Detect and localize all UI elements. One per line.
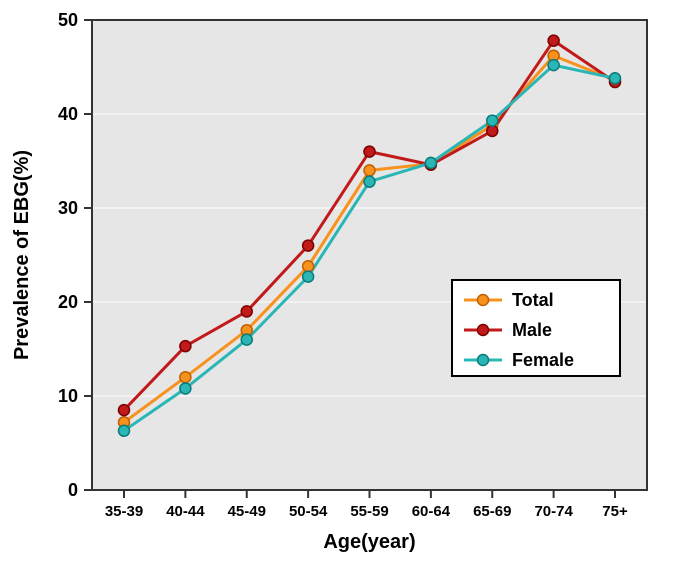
series-marker-male [241,306,252,317]
series-marker-female [425,157,436,168]
y-tick-label: 0 [68,480,78,500]
series-marker-total [180,372,191,383]
series-marker-male [364,146,375,157]
x-tick-label: 45-49 [228,503,266,520]
legend: Total Male Female [452,280,620,376]
series-marker-female [119,425,130,436]
prevalence-chart: 0 10 20 30 40 50 35-39 40-44 45-49 50-54 55-59 60-6… [0,0,685,581]
y-tick-label: 10 [58,386,78,406]
series-marker-total [364,165,375,176]
series-marker-male [119,405,130,416]
series-marker-male [548,35,559,46]
y-tick-label: 20 [58,292,78,312]
x-tick-label: 55-59 [350,503,388,520]
legend-label-male: Male [512,320,552,340]
legend-label-total: Total [512,290,554,310]
x-tick-label: 35-39 [105,503,143,520]
x-axis-label: Age(year) [323,531,415,553]
series-marker-female [364,176,375,187]
x-tick-label: 60-64 [412,503,451,520]
series-marker-male [303,240,314,251]
y-axis-label: Prevalence of EBG(%) [11,150,33,360]
series-marker-female [241,334,252,345]
y-tick-label: 40 [58,104,78,124]
x-tick-label: 70-74 [534,503,573,520]
x-tick-label: 50-54 [289,503,328,520]
series-marker-female [180,383,191,394]
x-tick-label: 40-44 [166,503,205,520]
x-tick-label: 75+ [602,503,628,520]
series-marker-female [487,115,498,126]
series-marker-female [303,271,314,282]
x-tick-label: 65-69 [473,503,511,520]
chart-svg: 0 10 20 30 40 50 35-39 40-44 45-49 50-54 55-59 60-6… [0,0,685,581]
series-marker-total [303,261,314,272]
series-marker-male [487,125,498,136]
y-tick-label: 50 [58,10,78,30]
y-tick-label: 30 [58,198,78,218]
series-marker-female [548,60,559,71]
series-marker-male [180,341,191,352]
series-marker-female [610,73,621,84]
legend-label-female: Female [512,350,574,370]
